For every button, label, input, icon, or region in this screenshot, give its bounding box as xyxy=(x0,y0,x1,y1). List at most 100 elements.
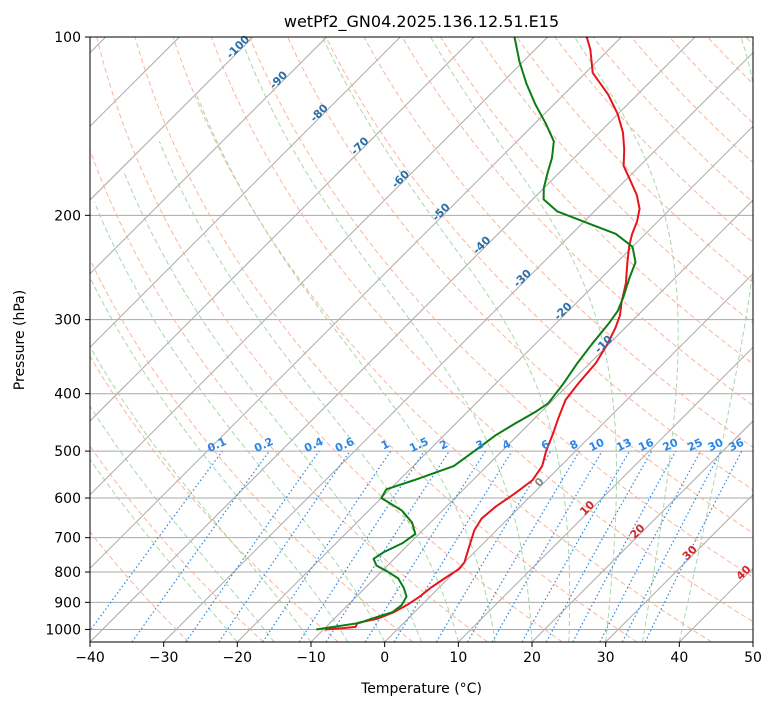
mixing-ratio-line xyxy=(521,450,631,642)
mixing-ratio-line xyxy=(90,450,223,632)
isotherm-line xyxy=(90,37,475,422)
dry-adiabat-line xyxy=(554,37,753,243)
moist-adiabat-line xyxy=(124,173,422,642)
x-tick-label: 0 xyxy=(380,650,389,666)
mixing-ratio-line xyxy=(364,450,486,642)
dry-adiabat-line xyxy=(478,37,753,324)
mixing-ratio-label: 0.2 xyxy=(252,435,275,455)
isotherm-line xyxy=(384,272,753,642)
mixing-ratio-label: 8 xyxy=(568,437,580,452)
moist-adiabat-line xyxy=(322,37,571,642)
mixing-ratio-label: 0.6 xyxy=(333,435,356,455)
profile-line-2 xyxy=(316,37,637,631)
isotherm-line xyxy=(752,641,753,642)
dry-adiabat-line xyxy=(363,37,753,448)
y-tick-label: 400 xyxy=(54,387,81,403)
dry-adiabat-line xyxy=(516,37,753,284)
mixing-ratio-line xyxy=(298,450,425,642)
dry-adiabat-label: 10 xyxy=(577,498,597,518)
dry-adiabat-label: 20 xyxy=(628,521,648,541)
dry-adiabat-line xyxy=(90,445,264,642)
profile-lines xyxy=(316,37,641,631)
x-tick-label: −10 xyxy=(296,650,326,666)
mixing-ratio-label: 30 xyxy=(706,436,726,454)
mixing-ratio-label: 2 xyxy=(438,437,450,452)
moist-adiabat-line xyxy=(90,458,238,642)
dry-adiabat-label: 40 xyxy=(734,563,754,583)
moist-adiabat-line xyxy=(430,37,618,642)
dry-adiabat-line xyxy=(439,37,753,365)
y-axis: 100 200 300 400 500 600 700 800 900 1000 xyxy=(45,30,90,638)
dry-adiabat-label: -30 xyxy=(511,266,534,289)
isotherm-line xyxy=(90,37,622,570)
isotherm-line xyxy=(531,420,753,642)
dry-adiabat-line xyxy=(172,37,712,642)
dry-adiabat-line xyxy=(630,37,753,164)
dry-adiabat-line xyxy=(134,37,638,642)
x-tick-label: 30 xyxy=(597,650,615,666)
dry-adiabat-line xyxy=(325,37,753,491)
x-axis-label: Temperature (°C) xyxy=(360,681,482,697)
moist-adiabat-line xyxy=(90,345,312,642)
moist-adiabat-line xyxy=(678,37,753,642)
mixing-ratio-line xyxy=(393,450,513,642)
mixing-ratio-label: 13 xyxy=(614,436,633,454)
mixing-ratio-line xyxy=(185,450,320,642)
x-axis: −40 −30 −20 −10 0 10 20 30 40 50 xyxy=(75,642,762,666)
y-tick-label: 500 xyxy=(54,444,81,460)
dry-adiabat-line xyxy=(249,37,753,578)
chart-title: wetPf2_GN04.2025.136.12.51.E15 xyxy=(284,12,559,32)
dry-adiabat-label: -70 xyxy=(348,134,371,157)
mixing-ratio-label: 10 xyxy=(587,436,607,454)
y-tick-label: 900 xyxy=(54,595,81,611)
dry-adiabat-line xyxy=(210,37,753,623)
moist-adiabat-line xyxy=(195,94,496,642)
mixing-ratio-line xyxy=(262,450,392,642)
mixing-ratio-label: 0.1 xyxy=(205,435,228,455)
moist-adiabat-line xyxy=(574,37,679,642)
moist-adiabat-line xyxy=(244,49,533,642)
mixing-ratio-line xyxy=(644,450,743,642)
x-tick-label: 50 xyxy=(744,650,762,666)
dry-adiabat-line xyxy=(90,258,414,642)
mixing-ratio-line xyxy=(131,450,270,642)
isotherm-line xyxy=(236,125,753,642)
dry-adiabat-line xyxy=(745,37,753,46)
y-tick-label: 200 xyxy=(54,208,81,224)
y-tick-label: 600 xyxy=(54,491,81,507)
isotherm-line xyxy=(457,346,753,642)
mixing-ratio-line xyxy=(599,450,702,642)
dry-adiabat-line xyxy=(401,37,753,406)
moist-adiabat-line xyxy=(158,141,459,642)
y-tick-label: 700 xyxy=(54,531,81,547)
isotherm-line xyxy=(310,199,753,642)
mixing-ratio-line xyxy=(621,450,722,642)
background-lines xyxy=(90,37,753,642)
x-tick-label: −20 xyxy=(223,650,253,666)
mixing-ratio-label: 36 xyxy=(727,436,747,454)
dry-adiabat-line xyxy=(707,37,753,85)
dry-adiabat-label: -40 xyxy=(470,233,493,256)
mixing-ratio-line xyxy=(572,450,677,642)
y-tick-label: 1000 xyxy=(45,622,81,638)
dry-adiabat-line xyxy=(90,355,339,642)
mixing-ratio-label: 16 xyxy=(636,436,656,454)
x-tick-label: 10 xyxy=(449,650,467,666)
y-axis-label: Pressure (hPa) xyxy=(12,290,28,390)
isotherm-line xyxy=(90,37,254,201)
mixing-ratio-line xyxy=(545,450,653,642)
y-tick-label: 100 xyxy=(54,30,81,46)
x-tick-label: −30 xyxy=(149,650,179,666)
isotherm-line xyxy=(90,37,549,496)
x-tick-label: 20 xyxy=(523,650,541,666)
dry-adiabat-line xyxy=(90,530,190,642)
mixing-ratio-line xyxy=(466,450,580,642)
dry-adiabat-line xyxy=(90,148,488,642)
isotherm-line xyxy=(163,51,753,642)
moist-adiabat-line xyxy=(93,201,386,642)
isotherm-line xyxy=(90,37,401,349)
isotherm-line xyxy=(90,37,328,275)
plot-frame xyxy=(89,36,754,643)
moist-adiabat-line xyxy=(90,276,349,642)
